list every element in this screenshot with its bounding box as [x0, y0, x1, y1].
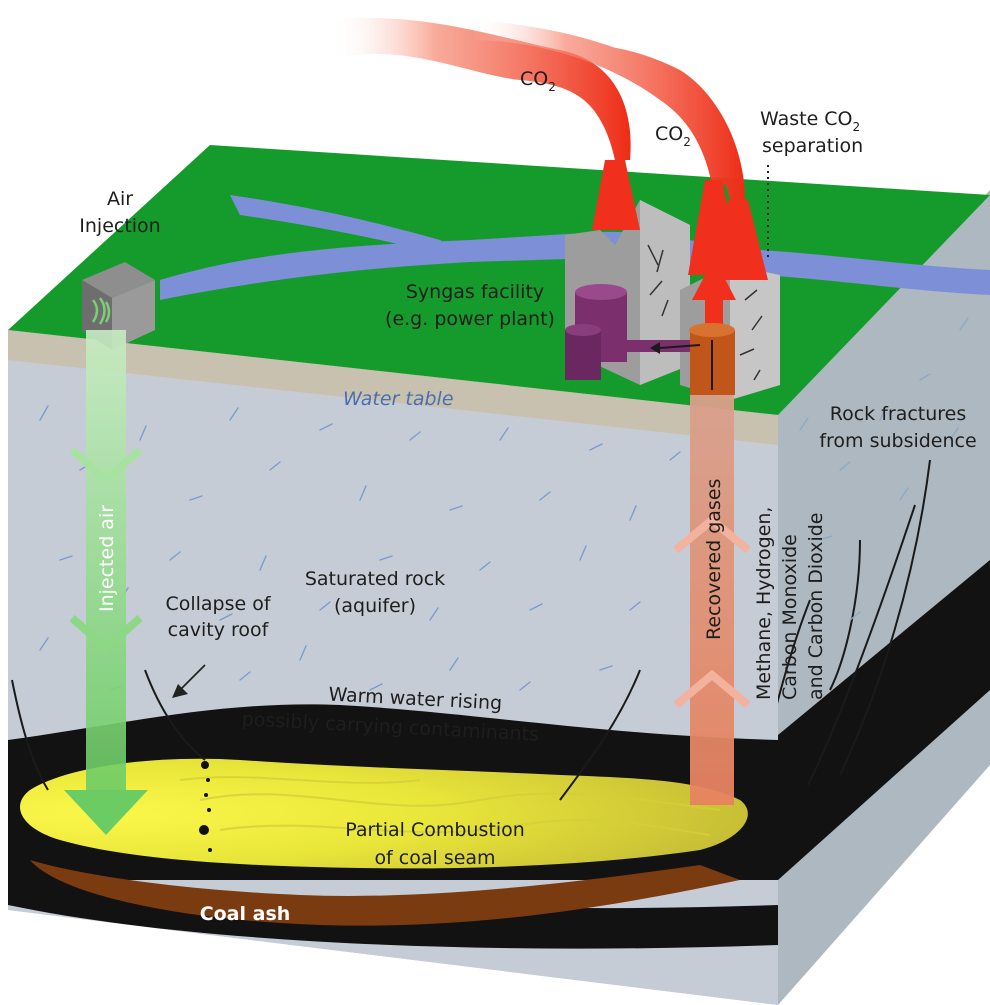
syngas-label-line1: Syngas facility: [406, 281, 544, 303]
rock-fractures: [759, 459, 931, 786]
waste-co2-label-line2: separation: [762, 135, 863, 157]
coal-ash-label: Coal ash: [200, 903, 291, 925]
partial-combustion-label-line2: of coal seam: [374, 847, 495, 869]
water-table-label: Water table: [343, 388, 454, 410]
saturated-rock-label-line1: Saturated rock: [305, 568, 445, 590]
co2-right-label: CO2: [655, 123, 691, 149]
collapse-label-line2: cavity roof: [168, 619, 270, 641]
gases-label-line2: Carbon Monoxide: [779, 534, 801, 700]
partial-combustion-label-line1: Partial Combustion: [345, 819, 525, 841]
chimneys: [592, 160, 768, 280]
coal-seam-right-face: [778, 560, 990, 880]
collapse-leader-head: [172, 684, 188, 698]
air-injection-label-line1: Air: [107, 188, 133, 210]
injected-air-arrow: [64, 330, 148, 835]
waste-co2-label: Waste CO2: [760, 108, 860, 134]
collapse-leader: [179, 664, 206, 691]
front-fractures: [11, 669, 641, 801]
syngas-label-line2: (e.g. power plant): [385, 308, 555, 330]
coal-ash-layer: [30, 860, 740, 926]
gas-stack-arrow: [692, 258, 736, 345]
collapse-debris: [199, 761, 212, 852]
injected-air-label: Injected air: [96, 505, 118, 612]
smoke-plume-left: [330, 17, 631, 160]
co2-left-label: CO2: [520, 68, 556, 94]
rock-fractures-label-line1: Rock fractures: [830, 403, 967, 425]
collapse-label-line1: Collapse of: [165, 593, 271, 615]
soil-band: [8, 330, 778, 445]
air-injection-label-line2: Injection: [79, 215, 160, 237]
saturated-rock-label-line2: (aquifer): [334, 595, 416, 617]
combustion-zone: [20, 758, 748, 869]
recovered-gases-arrow: [673, 395, 751, 805]
combustion-streaks: [179, 776, 721, 836]
recovered-gases-label: Recovered gases: [703, 479, 725, 640]
right-face-water-dashes: [799, 317, 969, 621]
rock-fractures-label-line2: from subsidence: [819, 430, 976, 452]
gases-label-line1: Methane, Hydrogen,: [753, 507, 775, 700]
gases-label-line3: and Carbon Dioxide: [805, 513, 827, 701]
wellhead-pipe: [650, 323, 735, 395]
